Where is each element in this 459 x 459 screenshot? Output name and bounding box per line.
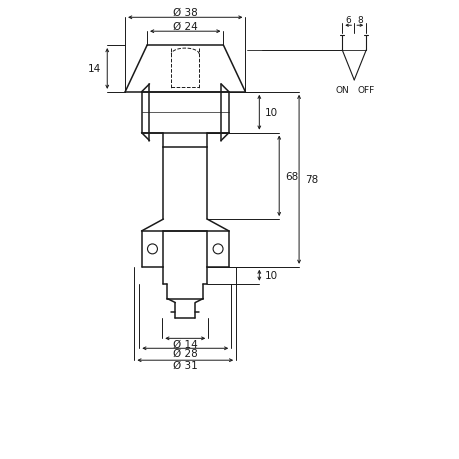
Text: 8: 8 — [357, 16, 362, 25]
Text: Ø 28: Ø 28 — [173, 348, 197, 358]
Text: 68: 68 — [285, 172, 298, 181]
Text: ON: ON — [335, 86, 348, 95]
Text: 10: 10 — [265, 271, 278, 280]
Text: 14: 14 — [88, 64, 101, 74]
Text: Ø 14: Ø 14 — [173, 339, 197, 348]
Text: 10: 10 — [265, 108, 278, 118]
Text: 78: 78 — [304, 175, 318, 185]
Text: 6: 6 — [345, 16, 350, 25]
Text: Ø 31: Ø 31 — [173, 360, 197, 370]
Text: Ø 24: Ø 24 — [173, 22, 197, 32]
Text: Ø 38: Ø 38 — [173, 7, 197, 17]
Text: OFF: OFF — [357, 86, 374, 95]
